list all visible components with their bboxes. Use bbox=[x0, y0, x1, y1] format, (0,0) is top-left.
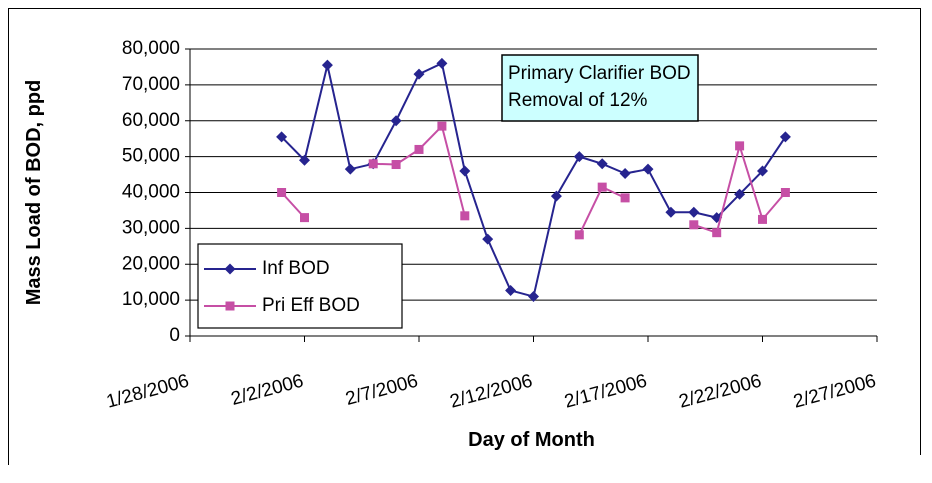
x-tick-label: 2/12/2006 bbox=[448, 371, 535, 413]
annotation-text: Primary Clarifier BOD bbox=[508, 63, 691, 84]
marker bbox=[413, 68, 425, 80]
x-tick-label: 2/2/2006 bbox=[229, 371, 306, 410]
y-tick-label: 30,000 bbox=[122, 217, 180, 238]
y-tick-label: 20,000 bbox=[122, 253, 180, 274]
marker bbox=[757, 165, 768, 177]
marker bbox=[459, 165, 471, 177]
marker bbox=[779, 131, 791, 143]
y-tick-label: 0 bbox=[169, 325, 180, 346]
annotation-text: Removal of 12% bbox=[508, 90, 648, 111]
annotation-box bbox=[501, 54, 699, 122]
x-tick-label: 1/28/2006 bbox=[104, 371, 191, 413]
marker bbox=[277, 188, 287, 197]
marker bbox=[436, 57, 448, 69]
marker bbox=[574, 230, 584, 240]
marker bbox=[550, 190, 562, 202]
marker bbox=[505, 284, 517, 296]
marker bbox=[224, 263, 236, 275]
marker bbox=[390, 115, 402, 127]
marker bbox=[437, 121, 447, 131]
marker bbox=[482, 233, 494, 245]
marker bbox=[528, 291, 539, 303]
x-axis-title: Day of Month bbox=[468, 429, 595, 451]
marker bbox=[665, 206, 677, 218]
marker bbox=[712, 228, 722, 238]
y-tick-label: 60,000 bbox=[122, 110, 180, 131]
marker bbox=[597, 182, 607, 192]
legend-box bbox=[197, 243, 403, 329]
marker bbox=[734, 188, 746, 200]
y-tick-label: 80,000 bbox=[122, 38, 180, 59]
y-axis-title: Mass Load of BOD, ppd bbox=[23, 80, 45, 306]
marker bbox=[758, 214, 767, 224]
marker bbox=[368, 159, 378, 169]
chart-border bbox=[8, 8, 921, 465]
marker bbox=[620, 193, 630, 203]
marker bbox=[225, 301, 235, 311]
marker bbox=[460, 211, 470, 221]
y-tick-label: 40,000 bbox=[122, 182, 180, 203]
marker bbox=[573, 151, 585, 163]
marker bbox=[391, 160, 401, 170]
marker bbox=[619, 167, 631, 179]
marker bbox=[276, 131, 288, 143]
marker bbox=[780, 188, 790, 197]
marker bbox=[642, 163, 654, 175]
marker bbox=[735, 141, 745, 151]
marker bbox=[689, 220, 699, 230]
marker bbox=[299, 154, 310, 166]
x-tick-label: 2/27/2006 bbox=[791, 371, 878, 413]
y-tick-label: 50,000 bbox=[122, 146, 180, 167]
series-line bbox=[280, 124, 787, 236]
x-tick-label: 2/17/2006 bbox=[562, 371, 649, 413]
legend-label: Inf BOD bbox=[262, 258, 330, 279]
marker bbox=[414, 144, 424, 154]
y-tick-label: 10,000 bbox=[122, 289, 180, 310]
marker bbox=[300, 213, 309, 223]
marker bbox=[321, 59, 333, 71]
marker bbox=[344, 163, 356, 175]
y-tick-label: 70,000 bbox=[122, 74, 180, 95]
marker bbox=[688, 206, 700, 218]
x-tick-label: 2/7/2006 bbox=[343, 371, 420, 410]
legend-label: Pri Eff BOD bbox=[262, 295, 360, 316]
marker bbox=[596, 158, 608, 170]
x-tick-label: 2/22/2006 bbox=[677, 371, 764, 413]
